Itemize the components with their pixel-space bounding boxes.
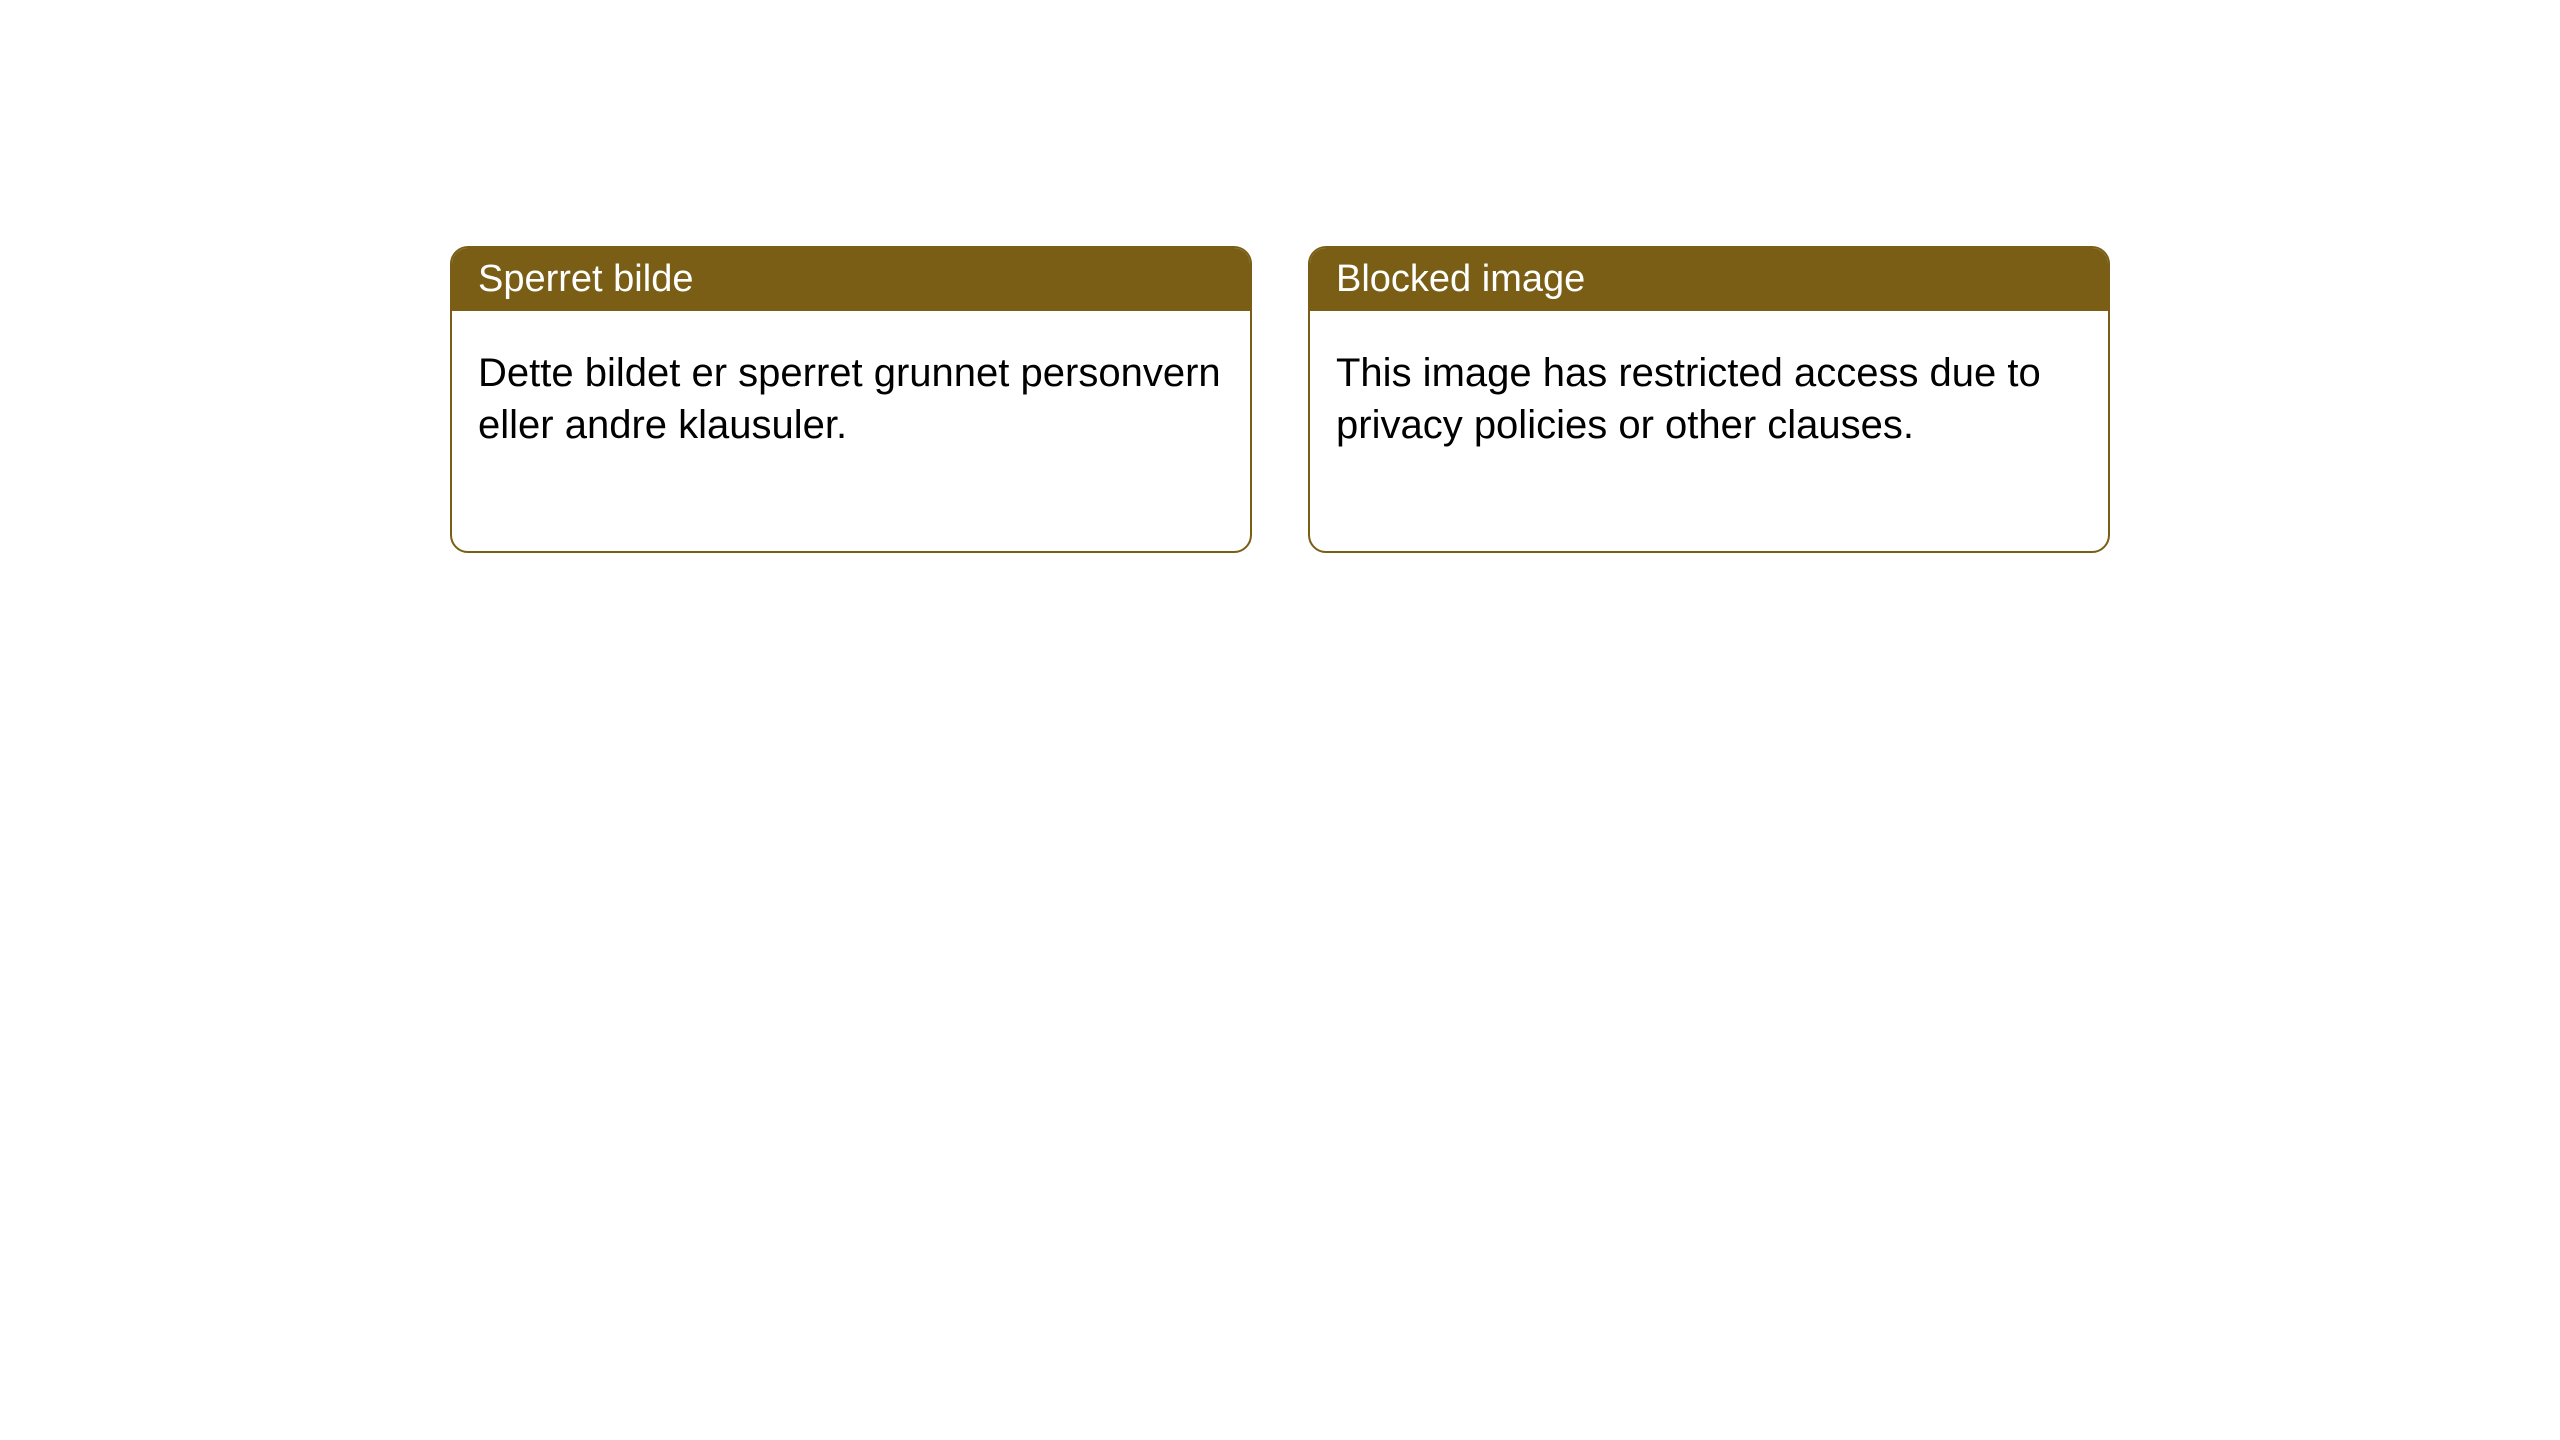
notice-card-norwegian: Sperret bilde Dette bildet er sperret gr… [450, 246, 1252, 553]
card-body: Dette bildet er sperret grunnet personve… [452, 311, 1250, 551]
notice-container: Sperret bilde Dette bildet er sperret gr… [450, 246, 2110, 553]
card-header: Blocked image [1310, 248, 2108, 311]
notice-card-english: Blocked image This image has restricted … [1308, 246, 2110, 553]
card-body: This image has restricted access due to … [1310, 311, 2108, 551]
card-body-text: This image has restricted access due to … [1336, 351, 2041, 447]
card-header: Sperret bilde [452, 248, 1250, 311]
card-body-text: Dette bildet er sperret grunnet personve… [478, 351, 1221, 447]
card-title: Sperret bilde [478, 258, 693, 300]
card-title: Blocked image [1336, 258, 1585, 300]
